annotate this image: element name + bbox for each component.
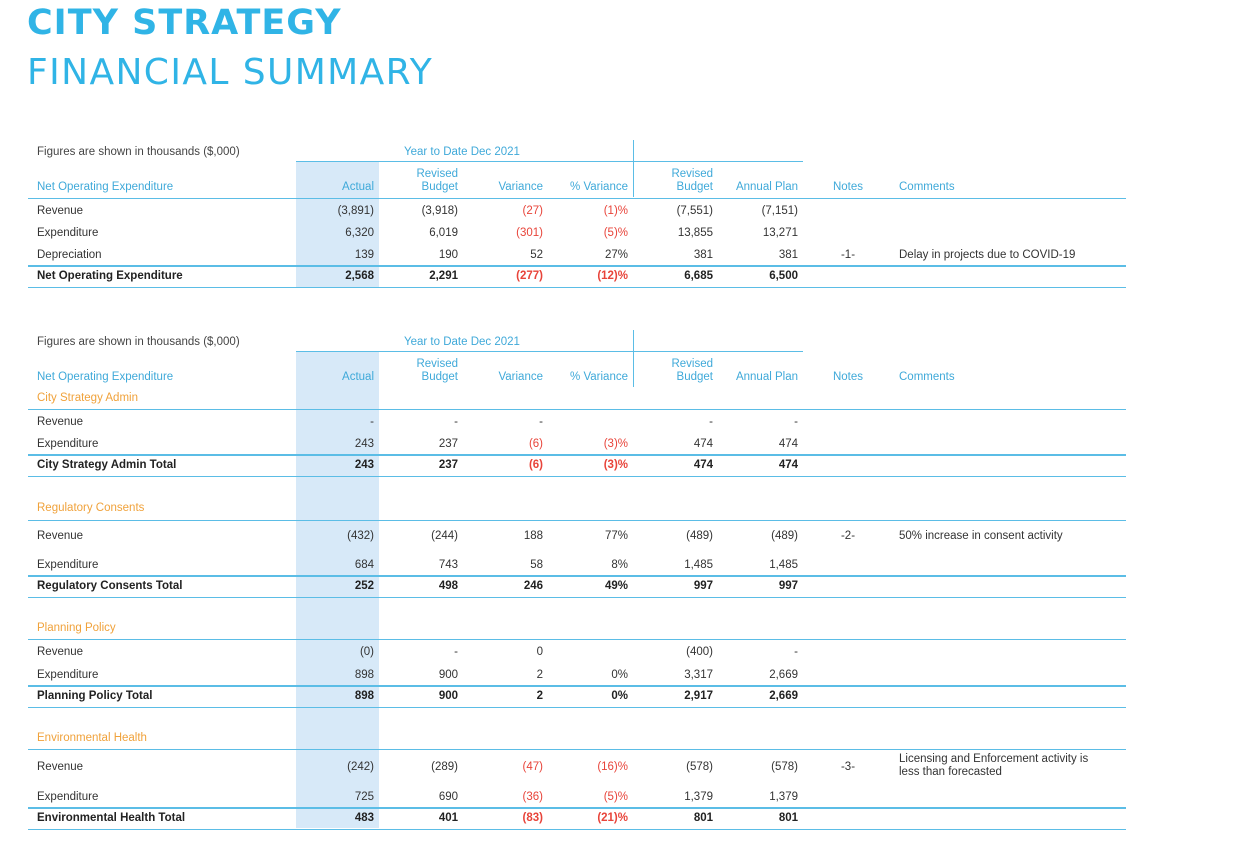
actual-column-shade [296,351,379,828]
ytd-divider [633,330,634,387]
header-budget: Budget [421,371,458,383]
section-title: Planning Policy [37,622,116,634]
header-budget: Budget [421,181,458,193]
header-budget-2: Budget [676,371,713,383]
header-revised-2: Revised [671,358,713,370]
budget-underline [633,161,803,162]
ytd-underline [296,351,633,352]
ytd-header: Year to Date Dec 2021 [404,146,520,158]
table-row: Revenue (242) (289) (47) (16)% (578) (57… [37,753,1089,778]
header-revised: Revised [416,168,458,180]
table-row: Expenditure 684 743 58 8% 1,485 1,485 [37,559,798,571]
detail-table: Figures are shown in thousands ($,000) Y… [28,330,1126,835]
table-row: Depreciation 139 190 52 27% 381 381 -1- … [37,249,1076,261]
header-notes: Notes [832,371,864,383]
total-rule [28,454,1126,456]
header-variance: Variance [498,371,543,383]
ytd-underline [296,161,633,162]
header-comments: Comments [899,181,955,193]
section-rule [28,409,1126,410]
total-row: Regulatory Consents Total 252 498 246 49… [37,580,798,592]
section-rule [28,639,1126,640]
table-row: Revenue (432) (244) 188 77% (489) (489) … [37,530,1063,542]
header-actual: Actual [342,371,374,383]
section-bottom-rule [28,707,1126,708]
header-actual: Actual [342,181,374,193]
header-label: Net Operating Expenditure [37,181,174,193]
page-subtitle: FINANCIAL SUMMARY [27,52,434,93]
total-row: Net Operating Expenditure 2,568 2,291 (2… [37,270,798,282]
summary-table: Figures are shown in thousands ($,000) Y… [28,140,1126,290]
column-header-row: Net Operating Expenditure Actual Revised… [28,165,1126,197]
table-row: Expenditure 6,320 6,019 (301) (5)% 13,85… [37,227,798,239]
figures-note: Figures are shown in thousands ($,000) [37,146,240,158]
table-row: Expenditure 243 237 (6) (3)% 474 474 [37,438,798,450]
header-pct-variance: % Variance [570,371,628,383]
header-budget-2: Budget [676,181,713,193]
page-title: CITY STRATEGY [27,3,342,43]
section-rule [28,520,1126,521]
header-comments: Comments [899,371,955,383]
table-row: Expenditure 898 900 2 0% 3,317 2,669 [37,669,798,681]
total-row: Environmental Health Total 483 401 (83) … [37,812,798,824]
header-revised: Revised [416,358,458,370]
section-title: Environmental Health [37,732,147,744]
total-row: City Strategy Admin Total 243 237 (6) (3… [37,459,798,471]
section-bottom-rule [28,829,1126,830]
table-row: Expenditure 725 690 (36) (5)% 1,379 1,37… [37,791,798,803]
table-row: Revenue (0) - 0 (400) - [37,646,798,658]
header-revised-2: Revised [671,168,713,180]
header-notes: Notes [832,181,864,193]
table-row: Revenue (3,891) (3,918) (27) (1)% (7,551… [37,205,798,217]
section-bottom-rule [28,597,1126,598]
header-rule [28,198,1126,199]
header-pct-variance: % Variance [570,181,628,193]
ytd-divider [633,140,634,197]
section-title: Regulatory Consents [37,502,145,514]
section-rule [28,749,1126,750]
total-row: Planning Policy Total 898 900 2 0% 2,917… [37,690,798,702]
budget-underline [633,351,803,352]
figures-note: Figures are shown in thousands ($,000) [37,336,240,348]
section-title: City Strategy Admin [37,392,138,404]
ytd-header: Year to Date Dec 2021 [404,336,520,348]
total-rule [28,265,1126,267]
total-rule [28,575,1126,577]
header-annual-plan: Annual Plan [735,371,798,383]
column-header-row: Net Operating Expenditure Actual Revised… [28,355,1126,387]
table-row: Revenue - - - - - [37,416,798,428]
section-bottom-rule [28,476,1126,477]
total-rule [28,685,1126,687]
bottom-rule [28,287,1126,288]
header-label: Net Operating Expenditure [37,371,174,383]
header-variance: Variance [498,181,543,193]
header-annual-plan: Annual Plan [735,181,798,193]
total-rule [28,807,1126,809]
